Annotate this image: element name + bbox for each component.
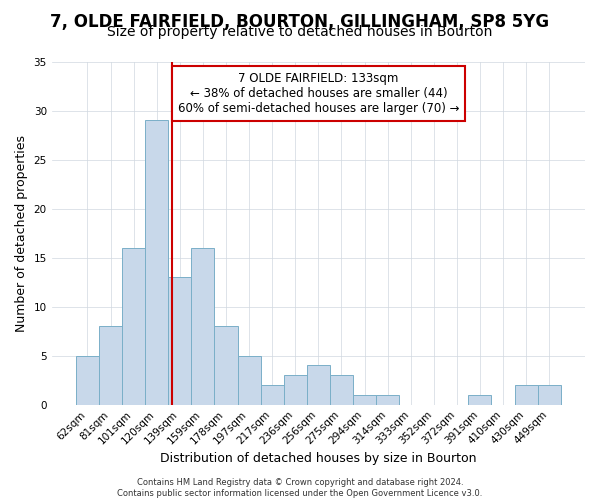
Bar <box>330 376 353 404</box>
Bar <box>353 395 376 404</box>
Text: Contains HM Land Registry data © Crown copyright and database right 2024.
Contai: Contains HM Land Registry data © Crown c… <box>118 478 482 498</box>
Text: 7, OLDE FAIRFIELD, BOURTON, GILLINGHAM, SP8 5YG: 7, OLDE FAIRFIELD, BOURTON, GILLINGHAM, … <box>50 12 550 30</box>
Bar <box>469 395 491 404</box>
Y-axis label: Number of detached properties: Number of detached properties <box>15 134 28 332</box>
Bar <box>99 326 122 404</box>
Bar <box>284 376 307 404</box>
Bar <box>122 248 145 404</box>
X-axis label: Distribution of detached houses by size in Bourton: Distribution of detached houses by size … <box>160 452 476 465</box>
Bar <box>238 356 260 405</box>
Bar <box>260 385 284 404</box>
Bar <box>214 326 238 404</box>
Bar <box>515 385 538 404</box>
Bar <box>538 385 561 404</box>
Bar <box>191 248 214 404</box>
Text: Size of property relative to detached houses in Bourton: Size of property relative to detached ho… <box>107 25 493 39</box>
Bar <box>376 395 399 404</box>
Text: 7 OLDE FAIRFIELD: 133sqm
← 38% of detached houses are smaller (44)
60% of semi-d: 7 OLDE FAIRFIELD: 133sqm ← 38% of detach… <box>178 72 459 115</box>
Bar <box>76 356 99 405</box>
Bar <box>168 277 191 404</box>
Bar <box>145 120 168 405</box>
Bar <box>307 366 330 405</box>
